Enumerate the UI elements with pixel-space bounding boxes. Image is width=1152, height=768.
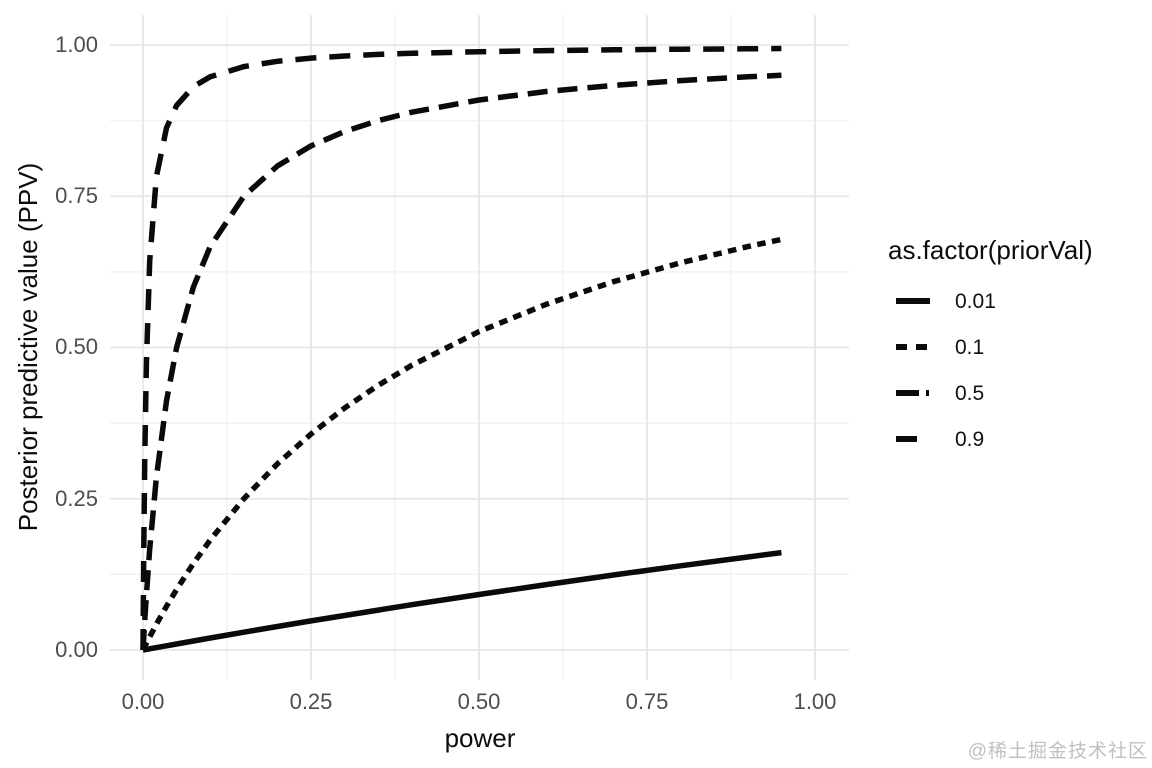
- legend-label: 0.1: [955, 335, 985, 359]
- y-tick-label: 0.25: [55, 486, 98, 511]
- legend: as.factor(priorVal) 0.01 0.1 0.5 0.9: [888, 235, 1093, 450]
- legend-label: 0.01: [955, 289, 996, 313]
- legend-key-line-icon: [896, 390, 930, 396]
- x-tick-label: 0.00: [121, 689, 165, 714]
- legend-key-line-icon: [896, 436, 930, 442]
- legend-entry-0.1: 0.1: [894, 336, 984, 358]
- y-tick-label: 0.00: [55, 637, 98, 662]
- series-line-0.5: [140, 72, 782, 651]
- legend-entry-0.9: 0.9: [894, 428, 984, 450]
- legend-key-line-icon: [896, 344, 930, 350]
- y-tick-label: 0.75: [55, 183, 98, 208]
- series-line-0.01: [140, 549, 782, 653]
- legend-key-line-icon: [896, 298, 930, 304]
- watermark: @稀土掘金技术社区: [967, 741, 1148, 762]
- x-tick-label: 0.50: [457, 689, 501, 714]
- legend-title: as.factor(priorVal): [888, 235, 1093, 265]
- x-tick-label: 1.00: [793, 689, 837, 714]
- series-line-0.9: [140, 45, 782, 651]
- x-tick-label: 0.75: [625, 689, 669, 714]
- x-axis-title: power: [444, 723, 516, 753]
- legend-label: 0.5: [955, 381, 985, 405]
- y-tick-label: 0.50: [55, 334, 98, 359]
- legend-entry-0.01: 0.01: [894, 290, 996, 312]
- legend-label: 0.9: [955, 427, 985, 451]
- y-tick-label: 1.00: [55, 32, 98, 57]
- series-line-0.1: [140, 236, 782, 652]
- legend-entry-0.5: 0.5: [894, 382, 984, 404]
- y-axis-title: Posterior predictive value (PPV): [13, 162, 43, 532]
- x-tick-label: 0.25: [289, 689, 333, 714]
